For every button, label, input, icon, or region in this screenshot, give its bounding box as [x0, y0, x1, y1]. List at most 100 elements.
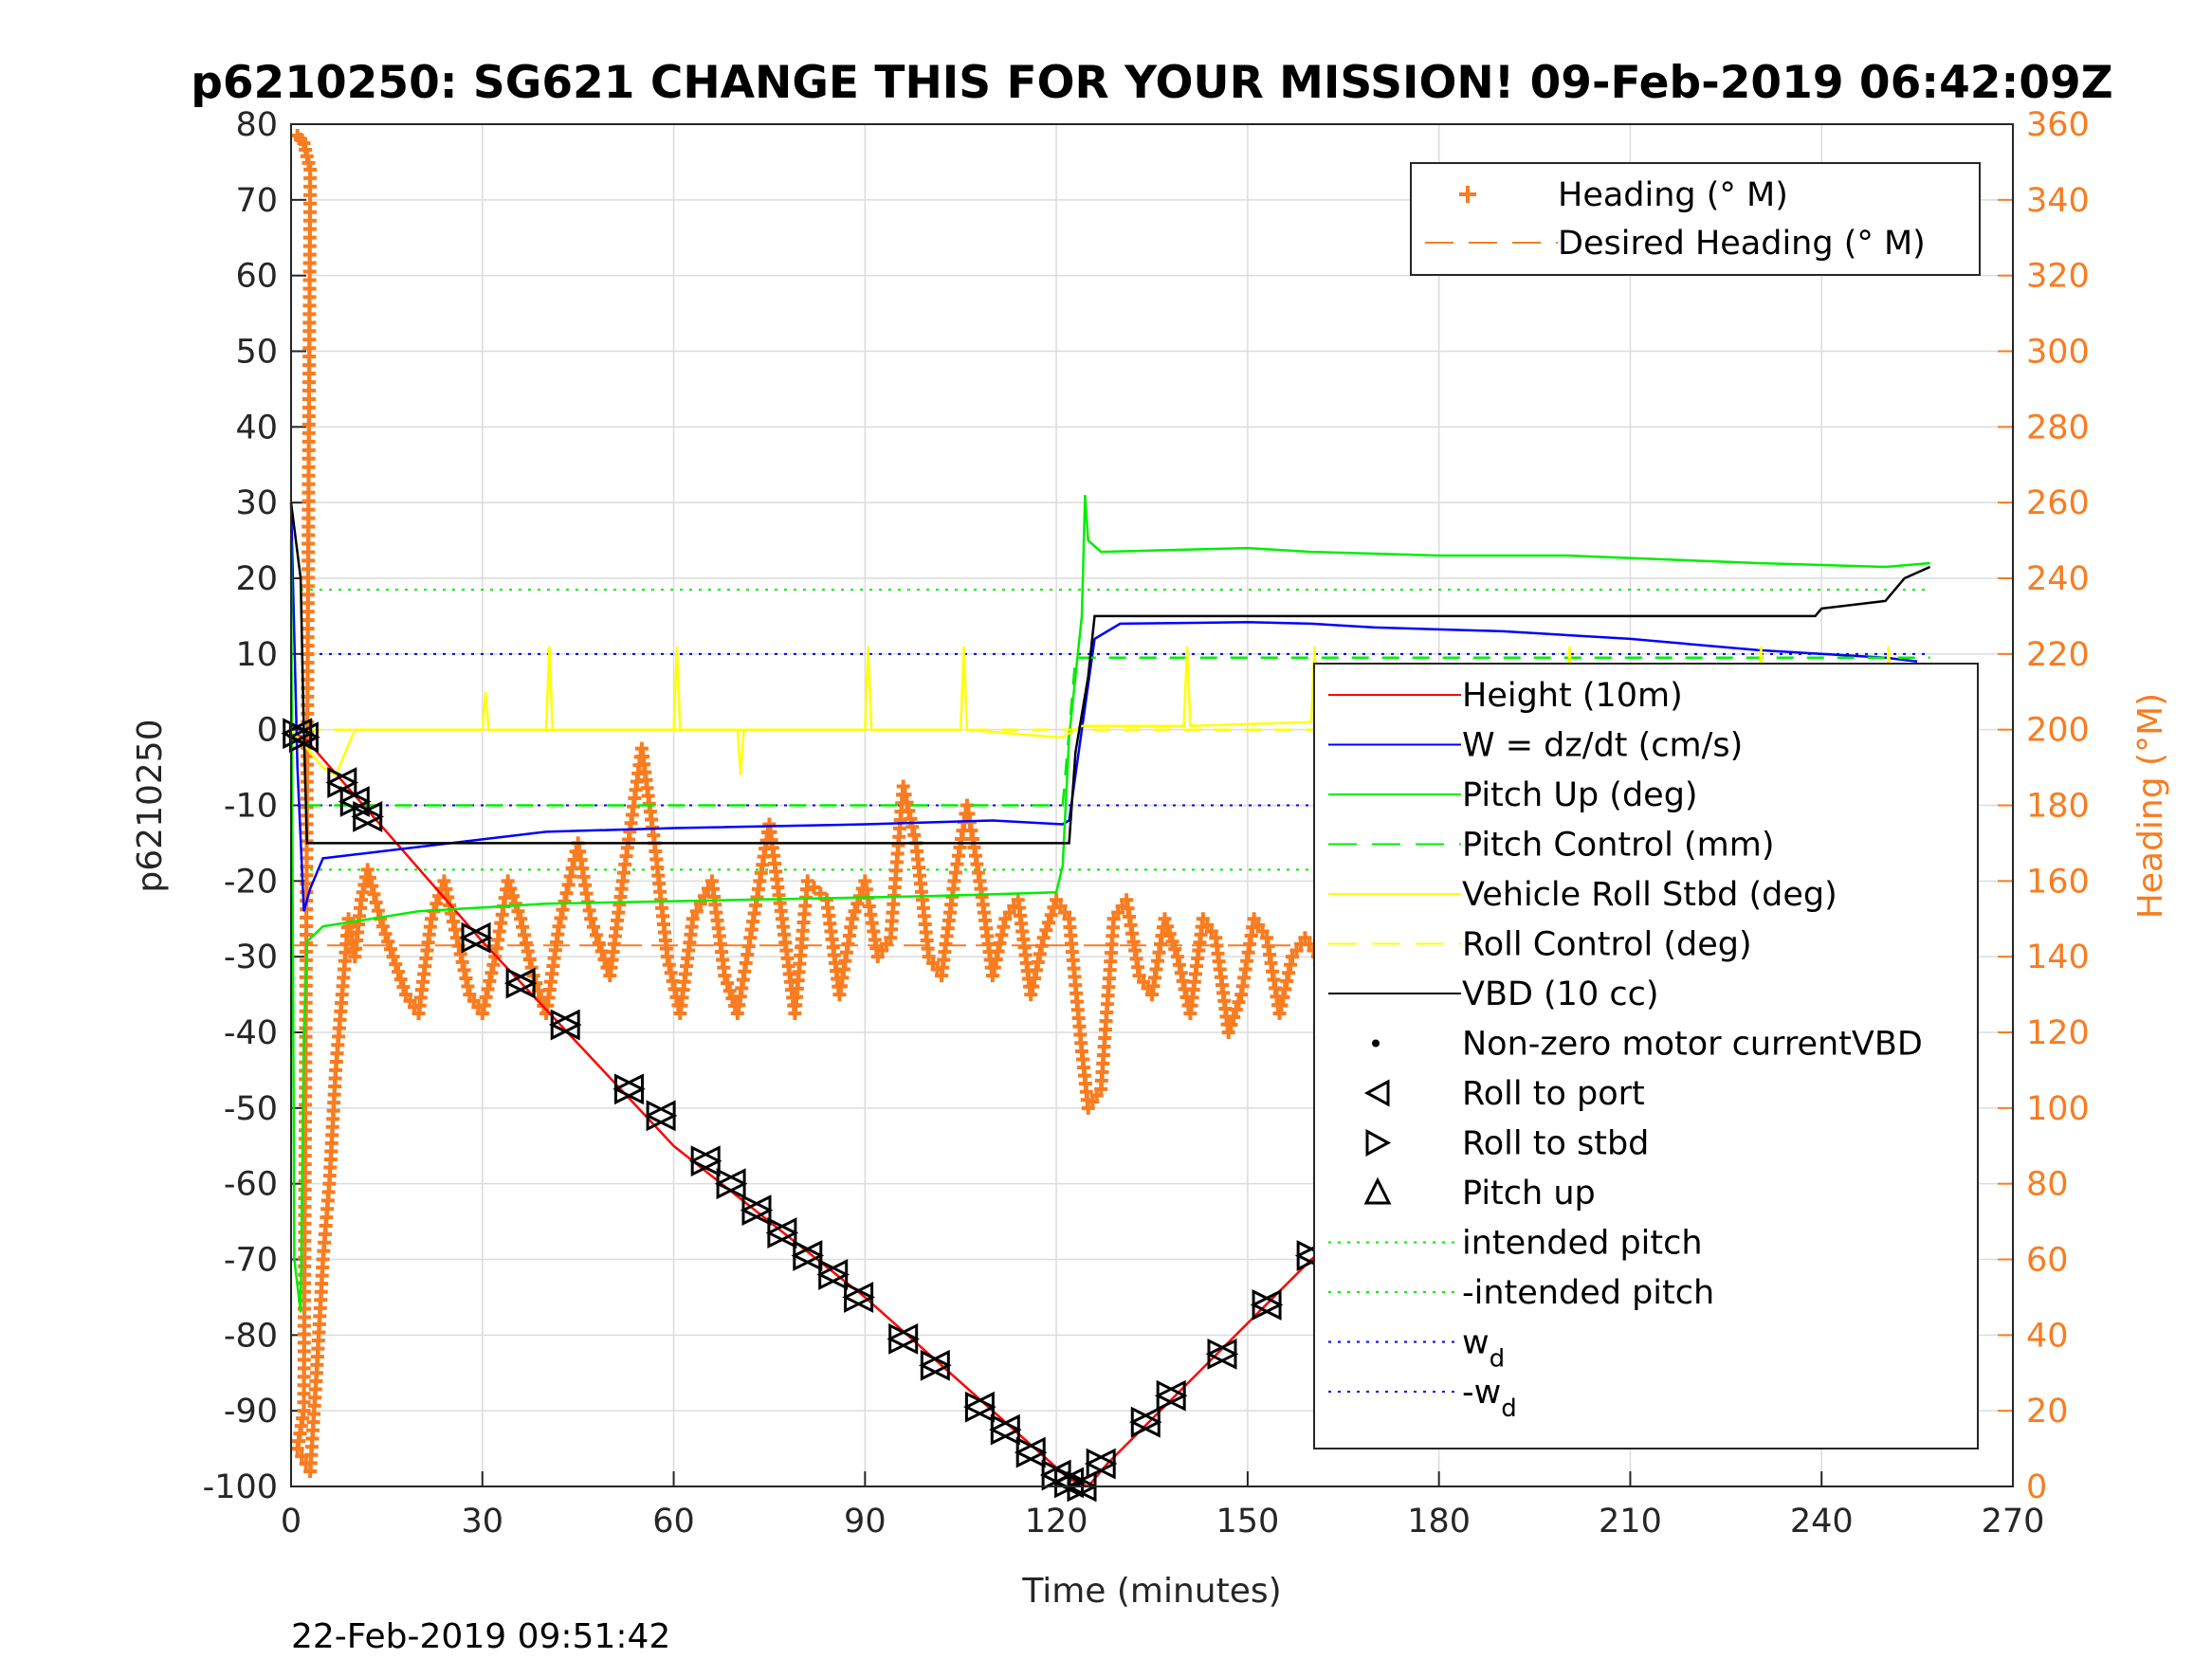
- x-tick-label: 90: [844, 1503, 887, 1540]
- x-tick-labels: 0 30 60 90 120 150 180 210 240 270: [281, 1503, 2045, 1540]
- roll-port-marker: [740, 1194, 772, 1227]
- y2-tick-label: 60: [2026, 1242, 2069, 1280]
- roll-port-marker: [842, 1281, 874, 1313]
- heading-point: [850, 897, 865, 911]
- y2-tick-label: 200: [2026, 712, 2090, 750]
- heading-point: [559, 886, 574, 901]
- roll-marker: [1084, 1448, 1118, 1480]
- legend-swatch: [1365, 1128, 1392, 1158]
- legend-label: Vehicle Roll Stbd (deg): [1462, 876, 1837, 914]
- roll-marker: [963, 1391, 996, 1423]
- roll-marker: [1205, 1338, 1239, 1370]
- legend-label: Non-zero motor currentVBD: [1462, 1026, 1923, 1064]
- heading-point: [1229, 1003, 1243, 1017]
- heading-point: [563, 869, 577, 884]
- heading-point: [1165, 935, 1179, 949]
- heading-point: [848, 904, 862, 919]
- heading-point: [1158, 912, 1172, 926]
- y-tick-label: -90: [224, 1393, 278, 1431]
- heading-point: [393, 973, 408, 987]
- heading-point: [594, 944, 609, 958]
- roll-port-marker: [1154, 1379, 1186, 1412]
- roll-marker: [644, 1100, 678, 1132]
- roll-marker: [1154, 1379, 1188, 1412]
- roll-stbd-marker: [920, 1349, 952, 1381]
- heading-point: [501, 874, 515, 888]
- legend-label: intended pitch: [1462, 1225, 1703, 1263]
- legend-label: Pitch up: [1462, 1175, 1596, 1212]
- heading-point: [381, 935, 395, 949]
- heading-point: [424, 912, 438, 926]
- y-tick-label: 40: [235, 409, 278, 447]
- roll-port-marker: [1250, 1288, 1282, 1321]
- legend-swatch: [1363, 1079, 1390, 1107]
- heading-point: [561, 878, 576, 892]
- x-tick-label: 150: [1216, 1503, 1279, 1540]
- plot-frame: [290, 123, 2014, 1487]
- legend-label: Roll to port: [1462, 1075, 1645, 1113]
- legend-label-subscript: d: [1490, 1345, 1506, 1374]
- y-tick-label: -80: [224, 1317, 278, 1355]
- heading-point: [369, 895, 383, 909]
- roll-marker: [740, 1194, 774, 1227]
- roll-marker: [459, 921, 493, 954]
- heading-point: [396, 980, 411, 994]
- legend-label: Pitch Up (deg): [1462, 776, 1698, 814]
- heading-point: [1162, 927, 1177, 941]
- roll-port-marker: [548, 1009, 580, 1041]
- heading-point: [1039, 923, 1053, 938]
- y-tick-label: -100: [203, 1468, 278, 1506]
- heading-point: [592, 936, 606, 950]
- heading-point: [375, 920, 390, 934]
- roll-marker: [918, 1349, 952, 1381]
- legend-label: Roll to stbd: [1462, 1125, 1649, 1163]
- legend-label: W = dz/dt (cm/s): [1462, 727, 1743, 765]
- roll-port-marker: [765, 1217, 797, 1249]
- legend-swatch: [1459, 186, 1476, 203]
- roll-marker: [351, 801, 385, 832]
- heading-point: [511, 904, 525, 919]
- roll-port-marker: [1128, 1406, 1161, 1438]
- legend-main: Height (10m) W = dz/dt (cm/s) Pitch Up (de…: [1313, 663, 1979, 1449]
- roll-marker: [1014, 1436, 1048, 1468]
- heading-point: [556, 902, 570, 917]
- y2-tick-label: 320: [2026, 258, 2090, 296]
- heading-point: [391, 965, 405, 979]
- roll-port-marker: [503, 967, 536, 999]
- roll-port-marker: [1205, 1338, 1237, 1370]
- roll-marker: [503, 967, 538, 999]
- heading-point: [1227, 1011, 1241, 1025]
- heading-point: [689, 904, 704, 919]
- roll-port-marker: [351, 801, 383, 832]
- heading-point: [367, 887, 381, 902]
- heading-point: [554, 911, 568, 925]
- heading-point: [1036, 931, 1051, 945]
- y-tick-label: -60: [224, 1166, 278, 1204]
- y2-tick-label: 340: [2026, 182, 2090, 220]
- roll-marker: [1128, 1406, 1162, 1438]
- legend-label: Height (10m): [1462, 677, 1683, 715]
- roll-stbd-marker: [844, 1281, 875, 1313]
- heading-point: [584, 912, 598, 926]
- roll-port-marker: [791, 1240, 823, 1271]
- x-tick-label: 120: [1025, 1503, 1088, 1540]
- heading-point: [503, 882, 518, 896]
- roll-port-marker: [816, 1259, 849, 1290]
- heading-point: [506, 889, 521, 903]
- y2-tick-label: 120: [2026, 1014, 2090, 1052]
- y2-tick-label: 40: [2026, 1317, 2069, 1355]
- roll-marker: [714, 1168, 748, 1200]
- y-tick-label: 50: [235, 334, 278, 372]
- legend-label: Desired Heading (° M): [1558, 225, 1926, 263]
- legend-label: -intended pitch: [1462, 1274, 1714, 1312]
- y2-tick-label: 20: [2026, 1393, 2069, 1431]
- heading-point: [693, 897, 707, 911]
- roll-marker: [816, 1259, 850, 1290]
- y-axis-label: p6210250: [131, 719, 170, 892]
- legend-label: VBD (10 cc): [1462, 975, 1659, 1013]
- roll-marker: [1250, 1288, 1284, 1321]
- roll-marker: [612, 1073, 646, 1105]
- roll-marker: [765, 1217, 799, 1249]
- heading-point: [508, 897, 522, 911]
- roll-port-marker: [459, 921, 491, 954]
